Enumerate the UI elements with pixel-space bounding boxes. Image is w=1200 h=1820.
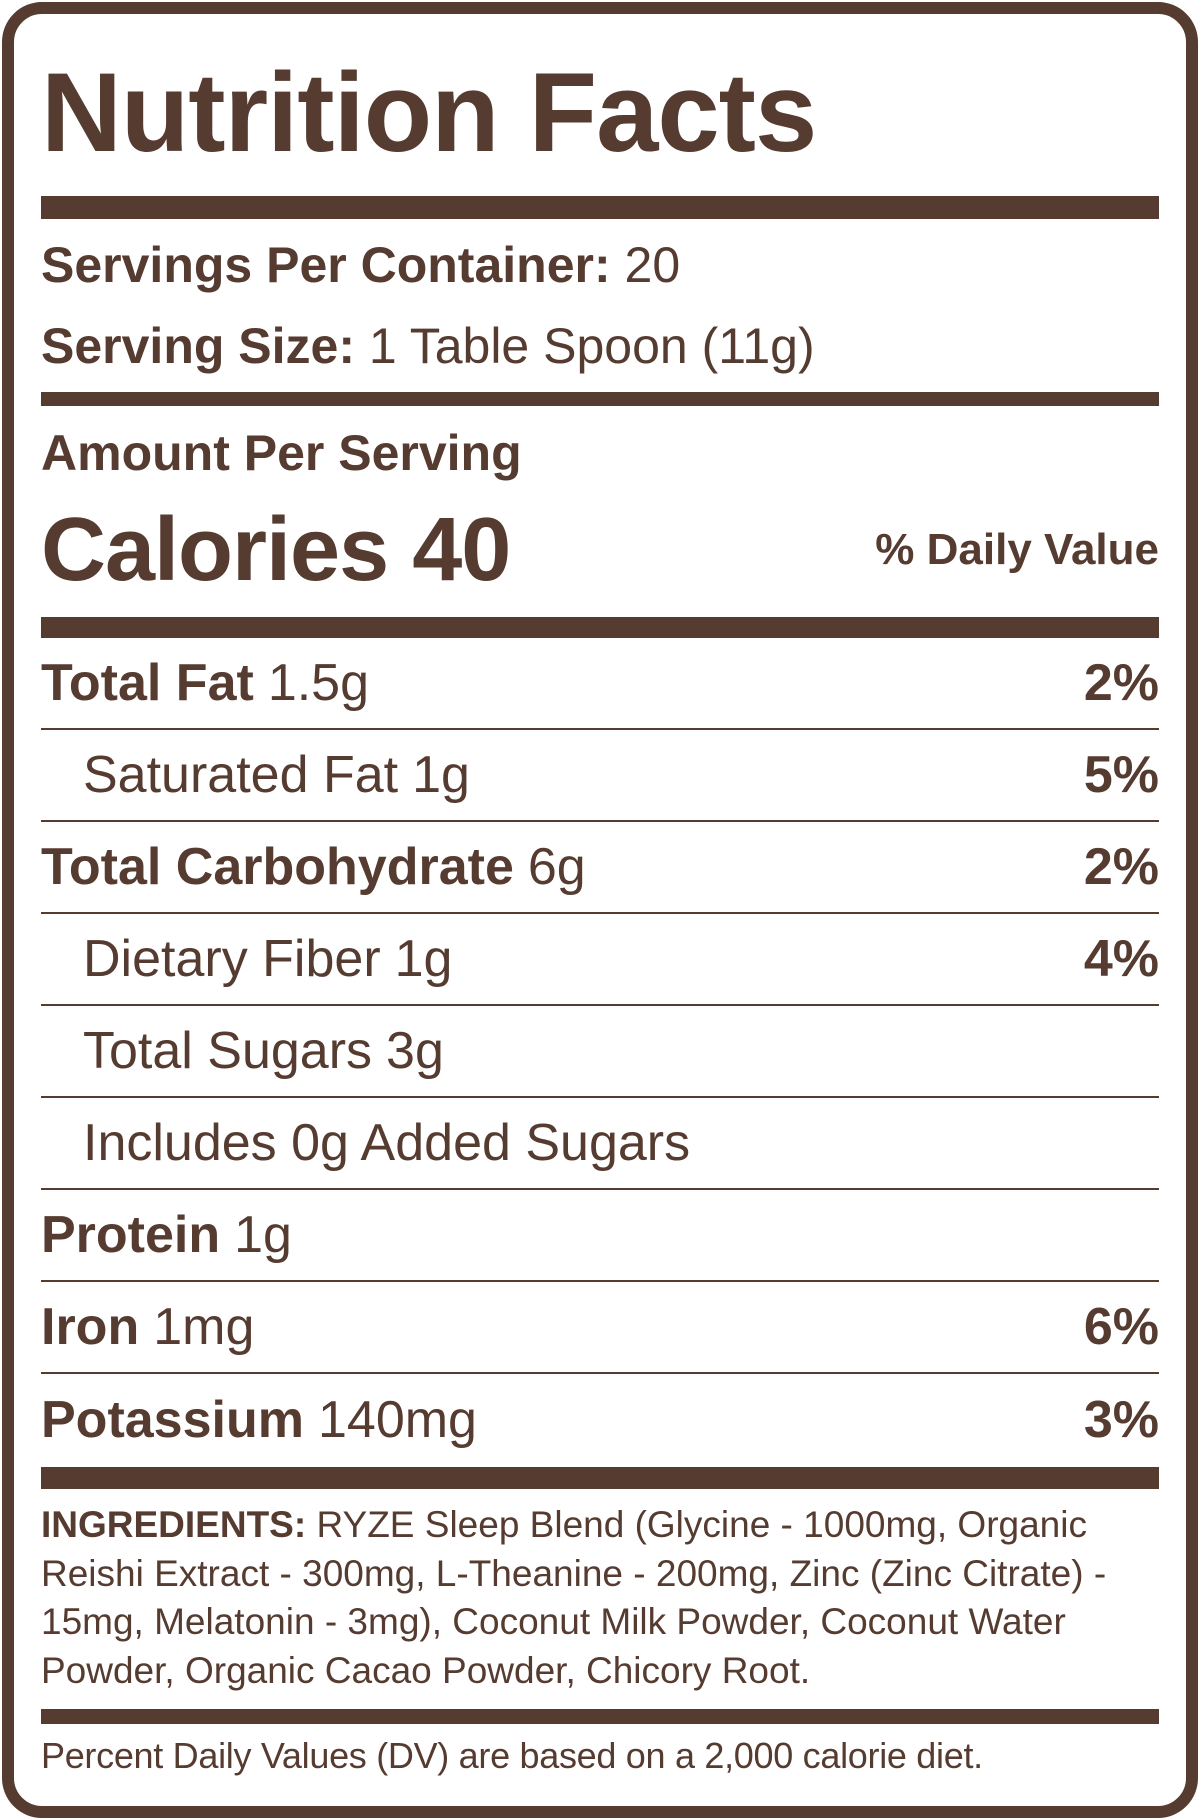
nutrient-row: Iron 1mg 6% [41,1282,1159,1374]
nutrient-name: Includes 0g Added Sugars [83,1114,691,1172]
medium-divider [41,1709,1159,1724]
nutrient-name: Potassium [41,1391,304,1449]
nutrient-name: Total Carbohydrate [41,838,514,896]
nutrient-name: Protein [41,1206,221,1264]
nutrient-name: Total Sugars [83,1022,373,1080]
nutrient-row: Potassium 140mg 3% [41,1374,1159,1466]
nutrient-amount: 6g [527,838,586,896]
nutrient-row: Total Sugars 3g [41,1006,1159,1098]
nutrient-amount: 1.5g [267,654,370,712]
footnote: Percent Daily Values (DV) are based on a… [41,1735,983,1776]
calories-label: Calories [41,499,389,600]
calories: Calories 40 [41,499,511,602]
thick-divider [41,1467,1159,1489]
bottom-section: INGREDIENTS: RYZE Sleep Blend (Glycine -… [41,0,1159,1820]
nutrient-name: Saturated Fat [83,746,399,804]
nutrient-row: Protein 1g [41,1190,1159,1282]
servings-value: 20 [624,237,681,293]
nutrient-row: Total Carbohydrate 6g 2% [41,822,1159,914]
servings-per-container: Servings Per Container: 20 [41,235,1159,295]
servings-label: Servings Per Container: [41,237,611,293]
nutrient-row: Dietary Fiber 1g 4% [41,914,1159,1006]
nutrient-amount: 3g [386,1022,444,1080]
nutrient-amount: 1g [412,746,470,804]
nutrient-daily-value: 2% [1083,838,1159,896]
ingredients-text: RYZE Sleep Blend (Glycine - 1000mg, Orga… [41,1504,1107,1691]
nutrient-daily-value: 5% [1083,746,1159,804]
nutrient-row: Includes 0g Added Sugars [41,1098,1159,1190]
nutrient-daily-value: 3% [1083,1391,1159,1449]
ingredients-label: INGREDIENTS: [41,1504,307,1545]
nutrient-row: Saturated Fat 1g 5% [41,730,1159,822]
serving-size-label: Serving Size: [41,318,355,374]
daily-value-header: % Daily Value [875,525,1159,574]
label-title: Nutrition Facts [41,50,817,175]
serving-size-value: 1 Table Spoon (11g) [368,318,815,374]
nutrient-daily-value: 6% [1083,1298,1159,1356]
nutrient-row: Total Fat 1.5g 2% [41,638,1159,730]
nutrient-amount: 1g [394,930,453,988]
serving-size: Serving Size: 1 Table Spoon (11g) [41,316,1159,376]
thick-divider [41,196,1159,219]
thick-divider [41,617,1159,638]
amount-per-serving: Amount Per Serving [41,425,522,481]
nutrient-name: Total Fat [41,654,254,712]
nutrient-name: Dietary Fiber [83,930,381,988]
nutrient-name: Iron [41,1298,140,1356]
medium-divider [41,392,1159,406]
calories-value: 40 [412,499,511,600]
nutrient-amount: 1g [234,1206,292,1264]
nutrient-amount: 140mg [317,1391,477,1449]
nutrient-daily-value: 2% [1083,654,1159,712]
nutrient-amount: 1mg [153,1298,255,1356]
nutrient-daily-value: 4% [1083,930,1159,988]
ingredients: INGREDIENTS: RYZE Sleep Blend (Glycine -… [41,1489,1159,1709]
calories-row: Calories 40 % Daily Value [41,500,1159,600]
